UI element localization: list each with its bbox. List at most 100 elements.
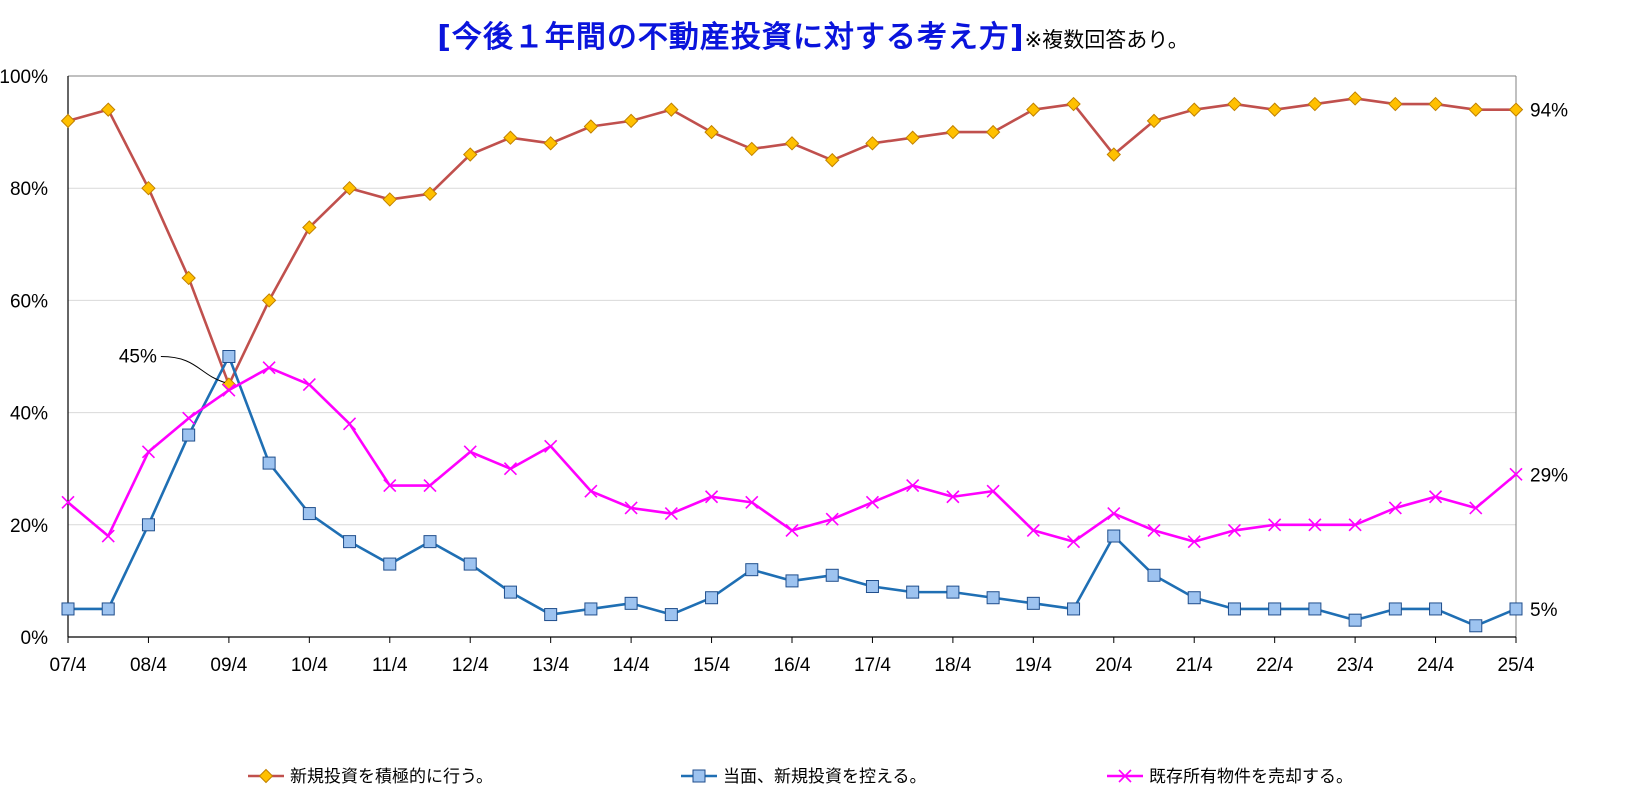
square-marker (624, 596, 638, 610)
diamond-marker (1026, 102, 1041, 117)
diamond-marker (1468, 102, 1483, 117)
x-marker (1147, 523, 1161, 537)
x-marker (1118, 769, 1132, 783)
x-marker (262, 361, 276, 375)
y-tick-label: 80% (10, 179, 48, 200)
square-marker (343, 535, 357, 549)
diamond-marker (101, 102, 116, 117)
x-marker (141, 445, 156, 459)
y-tick-label: 60% (10, 291, 48, 312)
diamond-marker (302, 220, 317, 235)
square-marker (141, 518, 155, 532)
square-marker (1268, 602, 1282, 616)
diamond-marker (583, 119, 599, 134)
series-group (60, 91, 1524, 633)
x-tick-label: 10/4 (291, 655, 328, 676)
x-marker (463, 445, 477, 459)
y-tick-label: 20% (10, 516, 48, 537)
diamond-marker (1388, 96, 1403, 112)
diamond-marker (382, 192, 397, 207)
square-marker (1026, 596, 1040, 610)
diamond-marker (784, 136, 800, 151)
x-marker (986, 484, 1000, 498)
x-marker (1107, 507, 1121, 521)
diamond-marker (1347, 91, 1363, 106)
legend-item-2: 既存所有物件を売却する。 (1107, 767, 1353, 787)
x-marker (946, 490, 960, 504)
x-tick-label: 19/4 (1015, 655, 1052, 676)
x-tick-label: 15/4 (693, 655, 730, 676)
series-line (67, 366, 1517, 543)
y-tick-label: 0% (21, 628, 49, 649)
square-marker (584, 602, 598, 616)
x-tick-label: 13/4 (532, 655, 569, 676)
square-marker (423, 535, 437, 549)
x-marker (182, 411, 196, 425)
diamond-marker (1267, 102, 1282, 117)
x-tick-label: 24/4 (1417, 655, 1454, 676)
callout-leader (160, 356, 226, 384)
square-marker (302, 507, 316, 521)
diamond-marker (258, 768, 274, 784)
x-tick-label: 16/4 (774, 655, 811, 676)
square-marker (1187, 591, 1201, 605)
diamond-marker (422, 186, 438, 202)
square-marker (705, 591, 719, 605)
square-marker (383, 557, 397, 571)
square-marker (262, 456, 276, 470)
x-marker (906, 478, 920, 493)
square-marker (1308, 602, 1322, 616)
square-marker (1067, 602, 1081, 616)
square-marker (61, 602, 75, 616)
diamond-marker (1227, 96, 1242, 112)
chart-title: [今後１年間の不動産投資に対する考え方]※複数回答あり。 (0, 12, 1626, 56)
square-marker (1147, 568, 1161, 582)
x-tick-label: 25/4 (1498, 655, 1535, 676)
square-marker (463, 557, 477, 571)
x-tick-label: 11/4 (372, 655, 408, 676)
diamond-marker (1428, 96, 1443, 112)
square-marker (1227, 602, 1241, 616)
square-marker (946, 585, 960, 599)
legend-item-0: 新規投資を積極的に行う。 (248, 767, 493, 787)
square-marker (544, 608, 558, 622)
legend-label: 既存所有物件を売却する。 (1149, 767, 1353, 787)
square-marker (1509, 602, 1523, 616)
x-marker (1187, 535, 1201, 549)
diamond-marker (1106, 147, 1121, 162)
x-marker (1469, 501, 1483, 515)
x-tick-label: 12/4 (452, 655, 489, 676)
square-marker (503, 585, 517, 599)
x-tick-label: 22/4 (1256, 655, 1293, 676)
x-marker (1348, 518, 1362, 532)
chart-title-note: ※複数回答あり。 (1024, 28, 1189, 52)
square-marker (222, 350, 236, 363)
x-marker (1066, 535, 1081, 549)
square-marker (825, 568, 839, 582)
x-marker (825, 512, 839, 526)
x-marker (704, 490, 719, 504)
x-marker (302, 377, 316, 392)
legend: 新規投資を積極的に行う。 当面、新規投資を控える。 既存所有物件を売却する。 (248, 767, 1353, 787)
end-value-label: 5% (1530, 600, 1558, 621)
diamond-marker (744, 141, 759, 157)
square-marker (664, 608, 678, 622)
x-marker (1308, 518, 1322, 532)
x-marker (745, 495, 759, 509)
legend-item-1: 当面、新規投資を控える。 (681, 767, 927, 787)
diamond-marker (704, 124, 719, 140)
x-marker (101, 529, 115, 543)
x-marker (1428, 490, 1443, 504)
x-tick-label: 23/4 (1337, 655, 1374, 676)
x-marker (1388, 501, 1402, 515)
x-marker (584, 484, 598, 498)
diamond-marker (664, 102, 679, 117)
legend-label: 当面、新規投資を控える。 (723, 767, 927, 787)
diamond-marker (141, 180, 156, 196)
x-marker (1509, 467, 1523, 481)
series-0 (60, 91, 1524, 392)
diamond-marker (905, 130, 920, 145)
square-marker (986, 591, 1000, 605)
diamond-marker (945, 124, 961, 140)
